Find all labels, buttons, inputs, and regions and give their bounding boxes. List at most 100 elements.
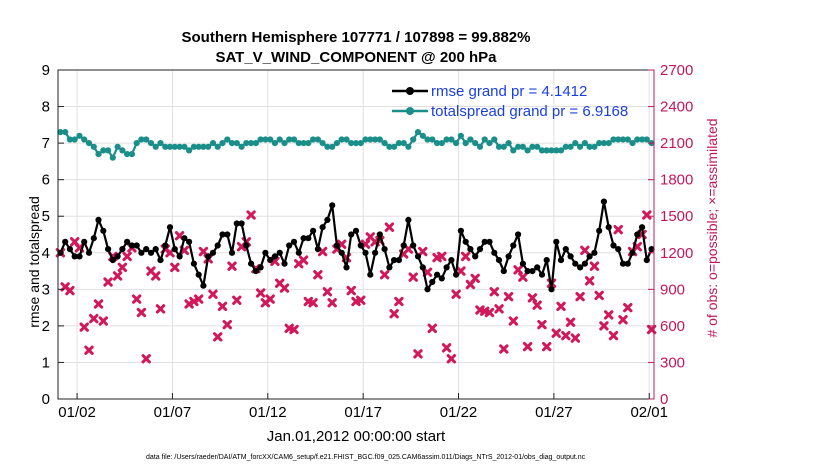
rmse-point [338,249,345,256]
spread-point [166,143,174,150]
rmse-point [438,275,445,282]
rmse-point [133,242,140,249]
rmse-point [286,242,293,249]
spread-point [362,136,369,143]
obs-point [131,294,142,304]
y-left-tick-label: 5 [42,208,50,225]
rmse-point [486,238,493,245]
spread-point [338,136,345,143]
y-right-tick-label: 900 [660,281,685,298]
y-right-tick-label: 600 [660,318,685,335]
y-axis-right-label: # of obs: o=possible; ×=assimilated [704,118,720,337]
spread-point [209,140,217,147]
rmse-point [295,249,302,256]
rmse-point [186,238,193,245]
spread-point [386,143,393,150]
obs-point [508,316,519,326]
spread-point [643,136,650,143]
spread-point [305,140,312,147]
x-tick-label: 01/27 [535,404,573,421]
obs-point [103,277,113,287]
obs-point [518,272,528,282]
spread-point [591,143,598,150]
spread-point [152,143,159,150]
spread-point [105,147,112,154]
obs-point [460,251,471,262]
rmse-point [319,224,326,231]
obs-point [408,272,418,282]
obs-point [565,317,576,327]
rmse-point [624,260,631,267]
spread-point [348,140,355,147]
plot-background [58,70,654,399]
obs-point [580,245,590,256]
rmse-point [381,246,388,253]
obs-point [255,288,266,298]
rmse-point [643,257,650,264]
spread-point [462,140,469,147]
obs-point [193,294,204,304]
spread-point [486,140,493,147]
spread-point [147,140,155,147]
spread-point [238,143,245,150]
spread-point [510,147,517,154]
spread-point [495,143,503,150]
legend-rmse-marker [406,87,414,95]
spread-point [133,140,140,147]
spread-point [481,136,488,143]
rmse-point [577,264,584,271]
rmse-point [586,253,593,260]
series-rmse [57,198,655,293]
y-right-tick-label: 300 [660,354,685,371]
rmse-point [257,264,264,271]
rmse-point [271,253,278,260]
rmse-point [510,242,517,249]
obs-point [213,332,223,342]
x-tick-label: 01/12 [249,404,287,421]
rmse-point [90,235,97,242]
spread-point [376,136,383,143]
spread-point [62,129,69,136]
y-axis-left-label: rmse and totalspread [26,196,42,328]
rmse-point [310,227,317,234]
rmse-point [410,242,417,249]
spread-point [434,140,441,147]
spread-point [624,136,631,143]
obs-point [308,298,318,308]
obs-point [279,283,290,293]
rmse-point [376,231,383,238]
rmse-point [472,253,479,260]
rmse-point [481,238,488,245]
rmse-point [610,242,617,249]
rmse-point [553,238,560,245]
rmse-point [100,227,107,234]
rmse-point [76,253,83,260]
spread-point [367,136,374,143]
rmse-point [476,246,484,253]
y-right-tick-label: 1500 [660,208,693,225]
obs-point [356,295,366,305]
spread-point [443,136,450,143]
spread-point [119,147,126,154]
spread-point [186,147,193,154]
rmse-point [400,242,407,249]
x-tick-label: 02/01 [630,404,668,421]
spread-point [405,143,412,150]
rmse-point [424,286,431,293]
rmse-point [529,268,536,275]
spread-point [610,136,617,143]
obs-point [322,287,333,297]
spread-point [515,143,522,150]
spread-point [243,140,250,147]
rmse-point [557,257,565,264]
legend-rmse-label: rmse grand pr = 4.1412 [431,83,587,100]
spread-point [472,140,479,147]
rmse-point [209,249,217,256]
spread-point [219,140,226,147]
spread-point [567,143,574,150]
obs-point [613,224,623,235]
spread-point [562,143,569,150]
spread-point [639,136,646,143]
rmse-point [386,264,393,271]
obs-point [84,345,94,355]
